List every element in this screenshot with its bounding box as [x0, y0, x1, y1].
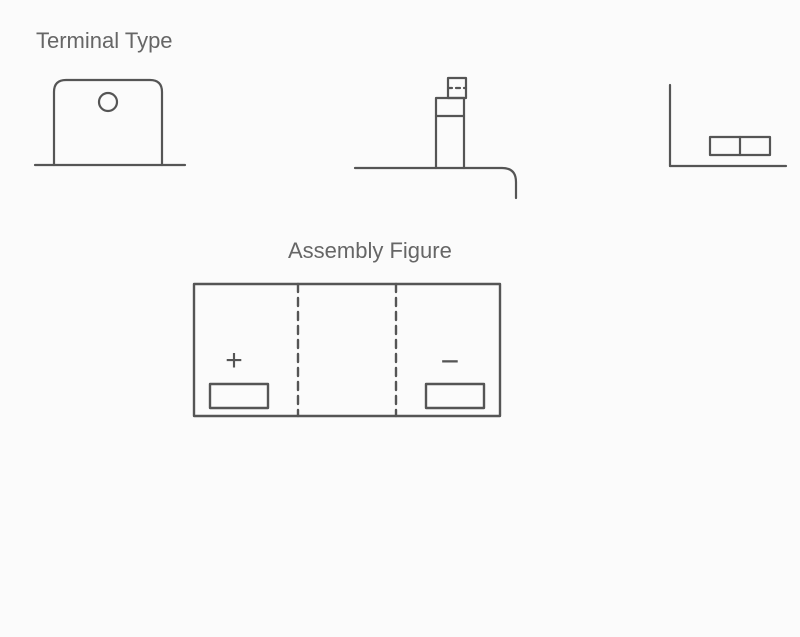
assembly-figure-diagram: + −	[182, 272, 512, 442]
negative-symbol: −	[441, 343, 460, 379]
terminal-type-2-diagram	[350, 60, 550, 200]
positive-symbol: +	[225, 344, 243, 377]
terminal-type-label: Terminal Type	[36, 28, 173, 54]
assembly-figure-label: Assembly Figure	[288, 238, 452, 264]
terminal-type-3-diagram	[648, 80, 788, 190]
terminal-type-1-diagram	[30, 70, 190, 190]
